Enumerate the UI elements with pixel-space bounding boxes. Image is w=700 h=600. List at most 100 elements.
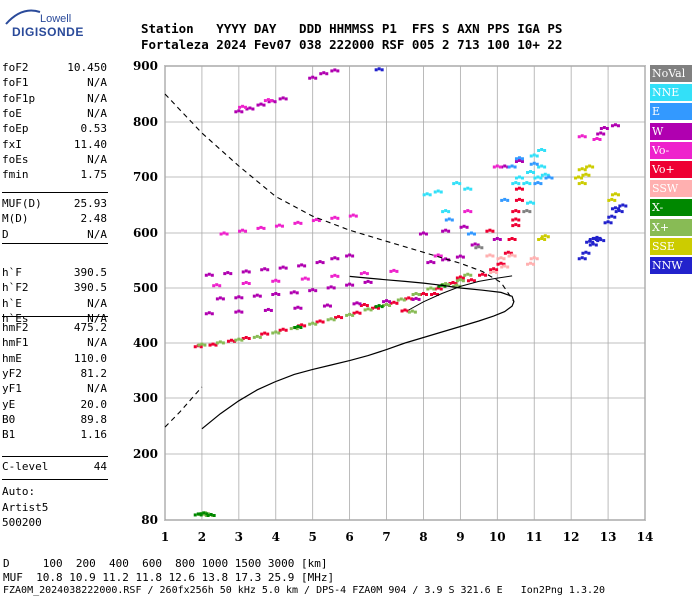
- param-row: B1 1.16: [2, 428, 107, 442]
- data-point-sse: [537, 238, 541, 241]
- data-point-vo-: [514, 223, 518, 227]
- data-point-w: [388, 300, 392, 304]
- data-point-vo-: [488, 228, 492, 232]
- data-point-x-: [203, 343, 207, 347]
- data-point-x-: [199, 512, 203, 516]
- data-point-vo-: [281, 327, 285, 331]
- data-point-vo-: [511, 224, 515, 228]
- data-point-w: [234, 110, 238, 114]
- data-point-x-: [374, 305, 378, 309]
- param-label: hmF2: [2, 321, 29, 334]
- data-point-x-: [296, 325, 300, 328]
- data-point-vo-: [238, 229, 242, 233]
- data-point-sse: [540, 235, 544, 239]
- data-point-x-: [200, 342, 204, 346]
- data-point-ssw: [488, 253, 492, 257]
- data-point-w: [616, 124, 620, 128]
- param-row: yE 20.0: [2, 398, 107, 412]
- param-label: hmF1: [2, 336, 29, 350]
- data-point-nne: [444, 209, 448, 213]
- y-tick-label: 300: [133, 391, 158, 405]
- data-point-nne: [528, 182, 532, 186]
- data-point-x-: [206, 514, 210, 517]
- data-point-vo-: [241, 337, 245, 340]
- data-point-x-: [258, 335, 262, 339]
- param-value: 390.5: [73, 281, 107, 295]
- data-point-w: [299, 306, 303, 310]
- data-point-w: [318, 260, 322, 264]
- param-value: 390.5: [73, 266, 107, 279]
- x-tick-label: 11: [526, 530, 543, 544]
- data-point-ssw: [535, 257, 539, 261]
- data-point-x-: [455, 283, 459, 287]
- data-point-vo-: [354, 214, 358, 218]
- legend-item-x-: X-: [650, 199, 692, 217]
- data-point-vo-: [259, 225, 263, 229]
- data-point-x-: [209, 513, 213, 516]
- data-point-w: [256, 103, 260, 107]
- data-point-nne: [439, 190, 443, 194]
- data-point-vo-: [514, 209, 518, 213]
- param-label: MUF(D): [2, 197, 42, 210]
- data-point-w: [311, 75, 315, 79]
- data-point-w: [226, 271, 230, 275]
- data-point-e: [513, 165, 517, 169]
- data-point-nnw: [584, 250, 588, 254]
- data-point-x-: [202, 511, 206, 515]
- data-point-vo-: [300, 277, 304, 281]
- data-point-sse: [613, 192, 617, 196]
- legend-item-ssw: SSW: [650, 180, 692, 198]
- data-point-nnw: [607, 215, 611, 219]
- data-point-nne: [525, 181, 529, 185]
- data-point-vo-: [511, 218, 515, 222]
- data-point-vo-: [365, 304, 369, 307]
- data-point-w: [296, 305, 300, 309]
- data-point-x-: [437, 284, 441, 288]
- data-point-vo-: [244, 281, 248, 284]
- data-point-w: [414, 296, 418, 300]
- data-point-x-: [469, 273, 473, 277]
- data-point-vo-: [277, 223, 281, 227]
- data-point-w: [207, 311, 211, 315]
- data-point-ssw: [492, 270, 496, 273]
- data-point-vo-: [274, 224, 278, 228]
- data-point-w: [418, 232, 422, 236]
- data-point-vo-: [359, 272, 363, 276]
- data-point-nnw: [620, 210, 624, 214]
- data-point-ssw: [499, 256, 503, 260]
- data-point-w: [262, 103, 266, 107]
- data-point-w: [455, 255, 459, 259]
- data-point-vo-: [333, 273, 337, 277]
- data-point-w: [596, 132, 600, 136]
- data-point-vo-: [492, 165, 496, 169]
- data-point-nne: [543, 165, 547, 169]
- data-point-x-: [197, 343, 201, 347]
- data-point-x-: [411, 293, 415, 296]
- data-point-e: [466, 232, 470, 236]
- param-value: N/A: [87, 227, 107, 241]
- data-point-vo-: [395, 269, 399, 273]
- param-label: M(D): [2, 212, 29, 226]
- data-point-x-: [461, 279, 465, 283]
- data-point-nne: [511, 182, 515, 186]
- data-point-sse: [546, 235, 550, 239]
- data-point-x-: [429, 286, 433, 290]
- legend-item-w: W: [650, 122, 692, 140]
- data-point-vo-: [577, 135, 581, 139]
- data-point-nnw: [613, 206, 617, 210]
- legend-item-vo-: Vo-: [650, 141, 692, 159]
- data-point-vo-: [502, 262, 506, 266]
- data-point-x-: [212, 514, 216, 517]
- x-tick-label: 13: [600, 530, 617, 544]
- param-row: foEs N/A: [2, 153, 107, 167]
- data-point-vo-: [466, 279, 470, 283]
- data-point-nne: [458, 182, 462, 186]
- data-point-w: [330, 257, 334, 261]
- data-point-vo-: [392, 268, 396, 272]
- data-point-sse: [607, 198, 611, 202]
- data-point-noval: [474, 246, 478, 250]
- data-point-nnw: [602, 239, 606, 243]
- param-value: 25.93: [73, 197, 107, 210]
- data-point-sse: [577, 175, 581, 179]
- param-row: D N/A: [2, 228, 107, 242]
